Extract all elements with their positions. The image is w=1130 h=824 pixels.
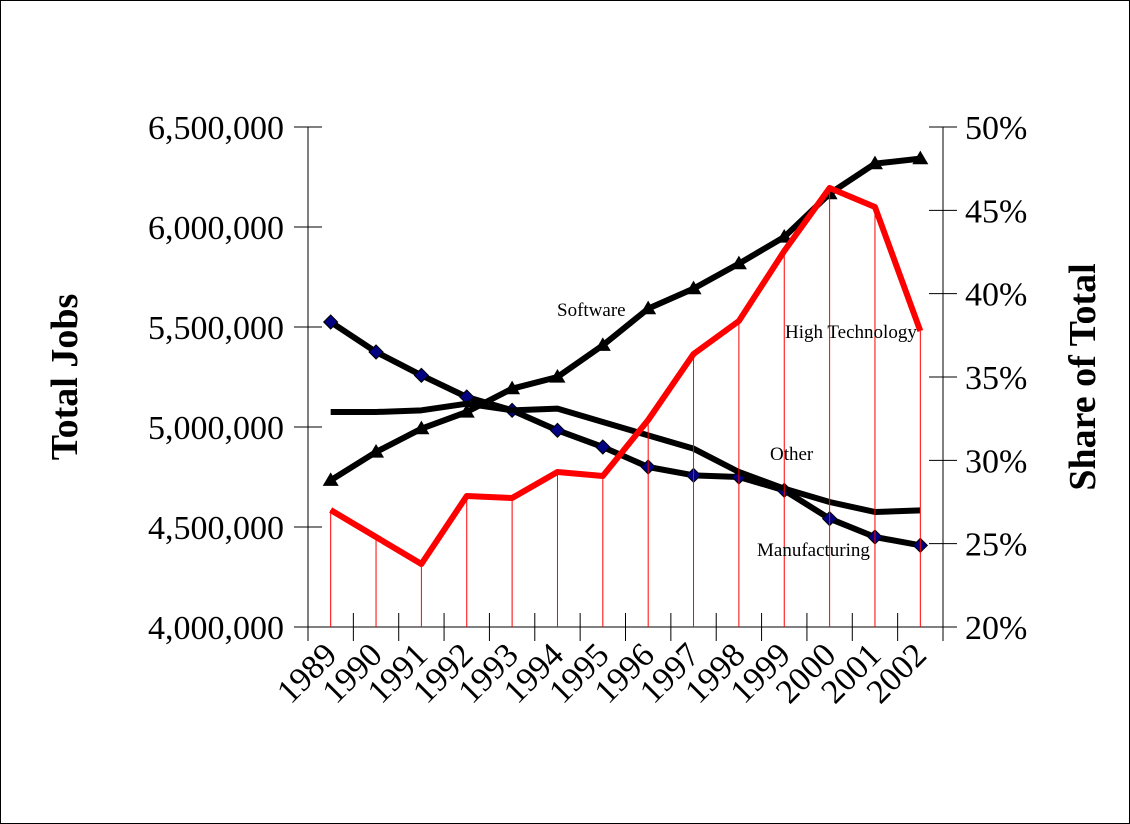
software-point xyxy=(912,150,929,165)
right-tick-label: 35% xyxy=(965,360,1027,397)
manufacturing-point xyxy=(368,344,384,360)
software-point xyxy=(594,337,611,351)
software-point xyxy=(413,420,430,435)
high-technology-annotation: High Technology xyxy=(785,322,917,343)
manufacturing-line xyxy=(329,319,921,549)
left-axis-title: Total Jobs xyxy=(44,294,86,461)
software-point xyxy=(549,369,566,383)
left-tick-label: 5,000,000 xyxy=(148,410,284,447)
software-point xyxy=(776,229,793,243)
left-tick-label: 5,500,000 xyxy=(148,310,284,347)
other-line xyxy=(330,400,921,515)
left-tick-label: 6,000,000 xyxy=(148,210,284,247)
software-point xyxy=(866,155,883,170)
manufacturing-annotation: Manufacturing xyxy=(757,540,870,561)
software-point xyxy=(504,380,521,395)
high-technology-line xyxy=(329,185,924,567)
left-tick-label: 4,500,000 xyxy=(148,510,284,547)
right-axis-title: Share of Total xyxy=(1062,263,1104,490)
left-tick-label: 4,000,000 xyxy=(148,610,284,647)
left-tick-label: 6,500,000 xyxy=(148,110,284,147)
software-point xyxy=(730,255,747,270)
right-tick-label: 30% xyxy=(965,443,1027,480)
software-point xyxy=(322,472,339,486)
right-tick-label: 50% xyxy=(965,110,1027,147)
other-annotation: Other xyxy=(770,444,814,465)
manufacturing-point xyxy=(322,314,339,330)
software-point xyxy=(640,300,657,315)
right-tick-label: 25% xyxy=(965,527,1027,564)
right-tick-label: 45% xyxy=(965,193,1027,230)
manufacturing-point xyxy=(413,367,430,384)
software-point xyxy=(368,444,385,458)
right-tick-label: 40% xyxy=(965,277,1027,314)
manufacturing-point xyxy=(549,422,566,439)
manufacturing-point xyxy=(595,439,611,455)
right-tick-label: 20% xyxy=(965,610,1027,647)
software-annotation: Software xyxy=(557,300,626,321)
software-point xyxy=(458,404,475,418)
software-point xyxy=(685,280,702,295)
